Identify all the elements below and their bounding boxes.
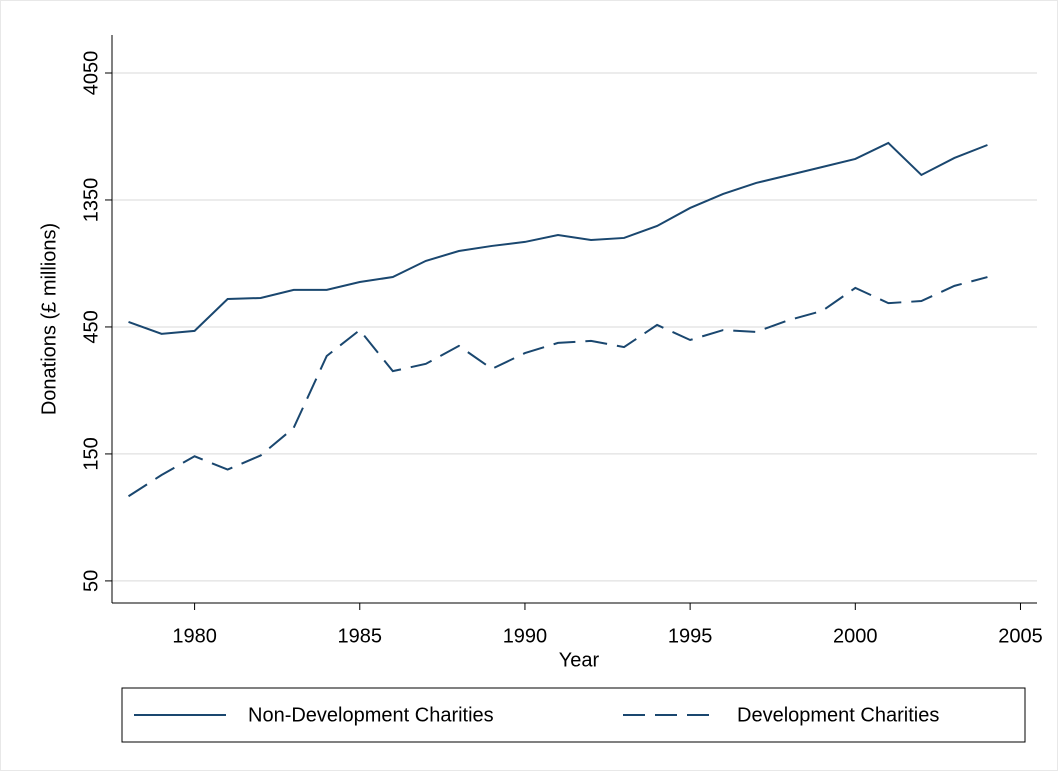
legend-label: Development Charities bbox=[737, 704, 939, 726]
series-line bbox=[127, 276, 988, 498]
y-tick-label: 4050 bbox=[80, 51, 102, 96]
x-tick-label: 1980 bbox=[172, 625, 217, 647]
x-axis-label: Year bbox=[559, 649, 600, 671]
x-tick-label: 2000 bbox=[833, 625, 878, 647]
x-tick-label: 1985 bbox=[338, 625, 383, 647]
x-tick-label: 1990 bbox=[503, 625, 548, 647]
x-tick-label: 2005 bbox=[998, 625, 1043, 647]
legend-label: Non-Development Charities bbox=[248, 704, 494, 726]
x-tick-label: 1995 bbox=[668, 625, 713, 647]
y-tick-label: 150 bbox=[80, 437, 102, 470]
y-tick-label: 450 bbox=[80, 310, 102, 343]
legend-box bbox=[121, 687, 1026, 743]
series-line bbox=[128, 141, 988, 335]
y-axis-label: Donations (£ millions) bbox=[38, 223, 60, 415]
y-tick-label: 1350 bbox=[80, 178, 102, 223]
y-tick-label: 50 bbox=[80, 570, 102, 592]
